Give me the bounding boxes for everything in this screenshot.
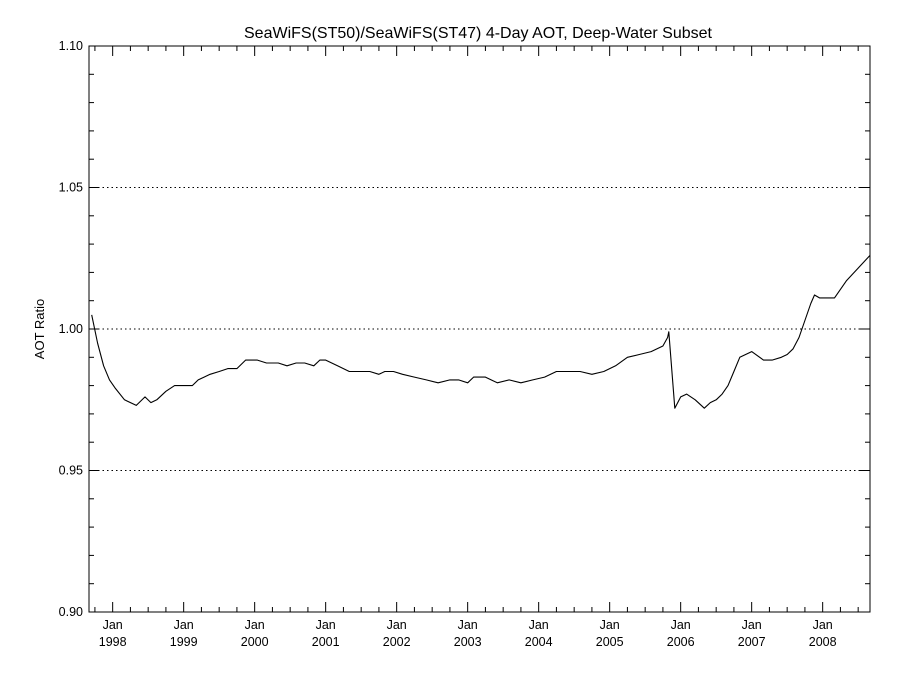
reference-lines: [89, 187, 870, 471]
x-tick-month: Jan: [742, 618, 762, 632]
y-tick-label: 1.10: [59, 39, 83, 53]
y-tick-label: 1.00: [59, 322, 83, 336]
x-tick-month: Jan: [671, 618, 691, 632]
x-tick-month: Jan: [529, 618, 549, 632]
aot-ratio-line: [91, 255, 871, 409]
x-tick-year: 2006: [667, 635, 695, 649]
x-tick-month: Jan: [103, 618, 123, 632]
y-axis-label: AOT Ratio: [32, 299, 47, 359]
x-tick-month: Jan: [600, 618, 620, 632]
y-tick-label: 0.95: [59, 464, 83, 478]
x-tick-month: Jan: [316, 618, 336, 632]
x-tick-year: 2001: [312, 635, 340, 649]
chart-title: SeaWiFS(ST50)/SeaWiFS(ST47) 4-Day AOT, D…: [244, 25, 713, 42]
x-tick-year: 2004: [525, 635, 553, 649]
x-tick-month: Jan: [458, 618, 478, 632]
x-tick-month: Jan: [387, 618, 407, 632]
y-tick-label: 0.90: [59, 605, 83, 619]
x-tick-month: Jan: [245, 618, 265, 632]
plot-frame: [88, 45, 871, 613]
axis-ticks: [89, 45, 870, 613]
x-tick-year: 2008: [809, 635, 837, 649]
y-tick-label: 1.05: [59, 181, 83, 195]
x-tick-year: 1999: [170, 635, 198, 649]
x-tick-year: 1998: [99, 635, 127, 649]
x-tick-year: 2005: [596, 635, 624, 649]
x-tick-labels: Jan 1998 Jan 1999 Jan 2000 Jan 2001 Jan 2002 Jan 20…: [99, 618, 837, 649]
x-tick-month: Jan: [174, 618, 194, 632]
x-tick-year: 2000: [241, 635, 269, 649]
y-tick-labels: 0.90 0.95 1.00 1.05 1.10: [59, 39, 83, 619]
x-tick-month: Jan: [813, 618, 833, 632]
x-tick-year: 2002: [383, 635, 411, 649]
x-tick-year: 2003: [454, 635, 482, 649]
x-tick-year: 2007: [738, 635, 766, 649]
